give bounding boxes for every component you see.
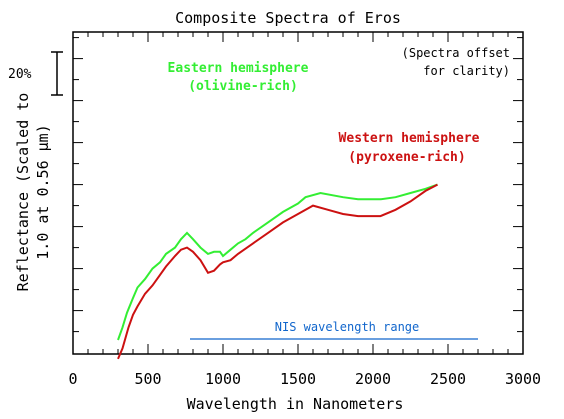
nis-range-label: NIS wavelength range	[275, 320, 420, 334]
scale-bar	[51, 51, 63, 96]
y-axis-ticks	[73, 37, 523, 333]
x-axis-tick-labels: 0 500 1000 1500 2000 2500 3000	[68, 370, 541, 388]
chart-title: Composite Spectra of Eros	[175, 9, 401, 27]
y-axis-label-line1: Reflectance (Scaled to	[14, 93, 32, 292]
x-tick-label: 2000	[355, 370, 391, 388]
offset-note-line1: (Spectra offset	[402, 46, 510, 60]
x-axis-ticks	[72, 32, 524, 354]
plot-frame	[72, 31, 524, 355]
scale-bar-label: 20%	[8, 67, 32, 82]
western-hemisphere-line	[117, 183, 438, 360]
eastern-label-line2: (olivine-rich)	[188, 79, 298, 94]
x-axis-label: Wavelength in Nanometers	[187, 395, 404, 413]
y-axis-label-line2: 1.0 at 0.56 μm)	[34, 124, 52, 259]
x-tick-label: 0	[68, 370, 77, 388]
eastern-hemisphere-line	[117, 183, 438, 341]
x-tick-label: 3000	[505, 370, 541, 388]
western-label-line1: Western hemisphere	[339, 131, 480, 146]
x-tick-label: 1000	[205, 370, 241, 388]
x-tick-label: 2500	[430, 370, 466, 388]
x-tick-label: 1500	[280, 370, 316, 388]
eastern-label-line1: Eastern hemisphere	[168, 61, 309, 76]
western-label-line2: (pyroxene-rich)	[348, 150, 465, 165]
x-tick-label: 500	[134, 370, 161, 388]
offset-note-line2: for clarity)	[423, 64, 510, 78]
